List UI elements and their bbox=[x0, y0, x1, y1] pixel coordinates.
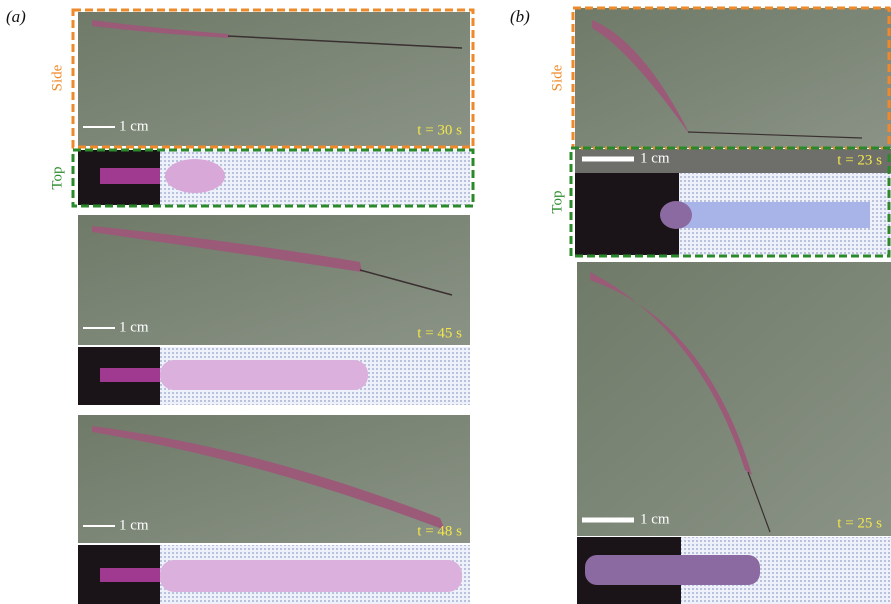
scale-label: 1 cm bbox=[119, 118, 149, 134]
top-label: Top bbox=[49, 166, 65, 189]
side-label: Side bbox=[549, 64, 565, 91]
time-label: t = 45 s bbox=[417, 325, 462, 341]
time-label: t = 25 s bbox=[837, 515, 882, 531]
scale-label: 1 cm bbox=[640, 150, 670, 166]
scale-label: 1 cm bbox=[119, 319, 149, 335]
side-label: Side bbox=[49, 64, 65, 91]
scale-label: 1 cm bbox=[119, 517, 149, 533]
time-label: t = 30 s bbox=[417, 122, 462, 138]
scale-label: 1 cm bbox=[640, 511, 670, 527]
panel-a-images bbox=[73, 10, 473, 604]
time-label: t = 23 s bbox=[837, 152, 882, 168]
figure: (a) (b) Side Top Side Top 1 cm t = 30 s … bbox=[0, 0, 891, 604]
panel-label: (b) bbox=[510, 7, 530, 26]
top-label: Top bbox=[549, 190, 565, 213]
time-label: t = 48 s bbox=[417, 523, 462, 539]
panel-label: (a) bbox=[6, 7, 26, 26]
